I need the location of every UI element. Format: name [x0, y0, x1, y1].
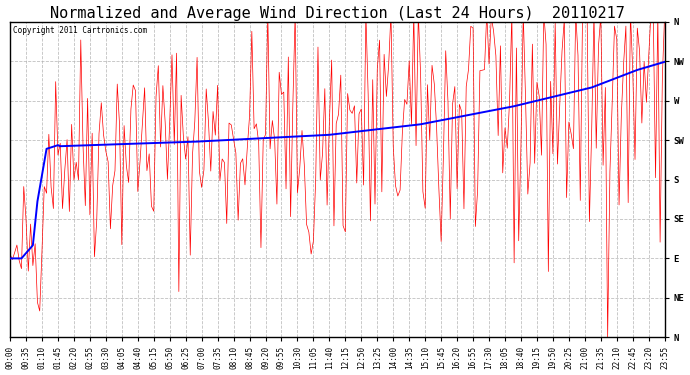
Title: Normalized and Average Wind Direction (Last 24 Hours)  20110217: Normalized and Average Wind Direction (L…	[50, 6, 625, 21]
Text: Copyright 2011 Cartronics.com: Copyright 2011 Cartronics.com	[13, 27, 148, 36]
